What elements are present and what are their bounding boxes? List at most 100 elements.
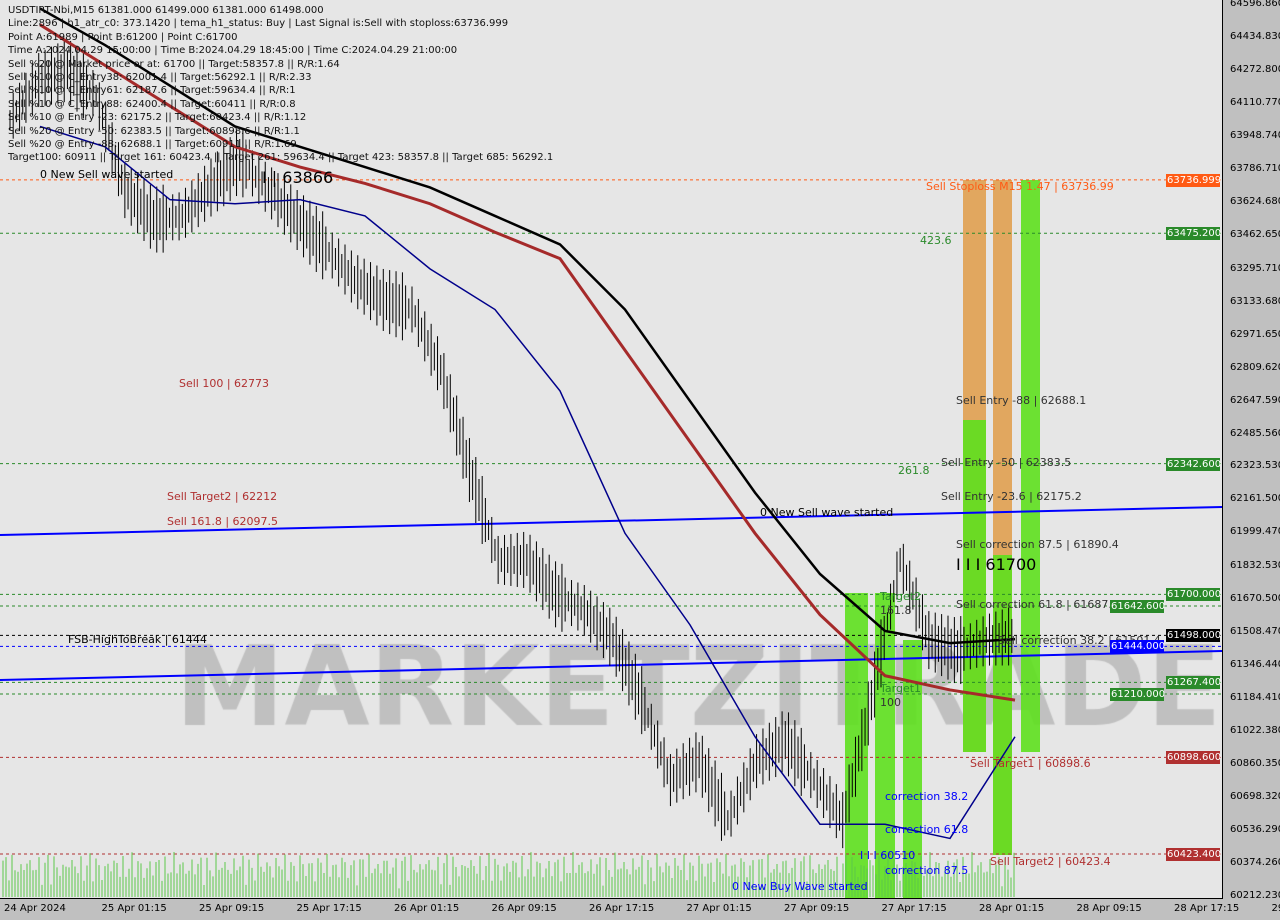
chart-annotation: Target2	[880, 590, 922, 603]
y-tick-label: 61508.470	[1230, 626, 1280, 638]
info-line: Sell %20 @ Entry -50: 62383.5 || Target:…	[8, 125, 300, 137]
info-line: USDTIRT-Nbi,M15 61381.000 61499.000 6138…	[8, 5, 324, 16]
x-tick-label: 27 Apr 09:15	[784, 903, 850, 914]
y-tick-label: 63295.710	[1230, 262, 1280, 274]
chart-annotation: Sell 161.8 | 62097.5	[167, 515, 279, 528]
chart-annotation: Sell Target2 | 60423.4	[990, 855, 1111, 868]
y-tick-label: 63624.680	[1230, 195, 1280, 207]
price-level-label: 61498.000	[1166, 629, 1222, 643]
chart-annotation: correction 38.2	[885, 790, 969, 803]
chart-annotation: 0 New Buy Wave started	[732, 880, 868, 893]
y-tick-label: 62809.620	[1230, 361, 1280, 373]
chart-annotation: Sell Entry -23.6 | 62175.2	[941, 490, 1082, 503]
x-tick-label: 25 Apr 17:15	[296, 903, 362, 914]
price-chart	[0, 7, 1222, 898]
info-line: Point A:61989 | Point B:61200 | Point C:…	[8, 31, 238, 43]
price-level-label: 60423.400	[1166, 848, 1222, 862]
y-tick-label: 63948.740	[1230, 129, 1280, 141]
info-line: Sell %10 @ C_Entry61: 62187.6 || Target:…	[8, 85, 296, 97]
chart-annotation: 0 New Sell wave started	[760, 506, 894, 519]
x-tick-label: 26 Apr 17:15	[589, 903, 655, 914]
chart-annotation: correction 61.8	[885, 823, 969, 836]
info-line: Sell %20 @ Entry -88: 62688.1 || Target:…	[8, 139, 297, 151]
y-tick-label: 61670.500	[1230, 593, 1280, 605]
info-line: Sell %20 @ Market price or at: 61700 || …	[8, 58, 340, 70]
trend-line-upper	[0, 506, 1222, 536]
y-tick-label: 60698.320	[1230, 791, 1280, 803]
chart-annotation: 100	[880, 696, 901, 709]
chart-annotation: Sell correction 61.8 | 61687.6	[956, 598, 1119, 611]
y-tick-label: 60374.260	[1230, 857, 1280, 869]
chart-annotation: I I I 60510	[860, 849, 916, 862]
price-level-label: 62342.600	[1166, 457, 1222, 471]
y-tick-label: 62647.590	[1230, 394, 1280, 406]
y-tick-label: 61832.530	[1230, 560, 1280, 572]
info-line: Sell %10 @ C_Entry88: 62400.4 || Target:…	[8, 98, 296, 110]
signal-zone	[903, 640, 922, 898]
info-panel: USDTIRT-Nbi,M15 61381.000 61499.000 6138…	[8, 4, 553, 165]
x-tick-label: 29 Apr 01:15	[1271, 903, 1280, 914]
price-level-label: 63475.200	[1166, 227, 1222, 241]
y-tick-label: 63133.680	[1230, 295, 1280, 307]
chart-annotation: Sell Stoploss M15 1.47 | 63736.99	[926, 180, 1114, 193]
x-tick-label: 26 Apr 09:15	[491, 903, 557, 914]
price-level-label: 61267.400	[1166, 676, 1222, 690]
y-tick-label: 64596.860	[1230, 0, 1280, 9]
x-tick-label: 26 Apr 01:15	[394, 903, 460, 914]
chart-annotation: Sell Entry -88 | 62688.1	[956, 394, 1087, 407]
chart-annotation: I I I 61700	[956, 555, 1037, 574]
y-tick-label: 61346.440	[1230, 659, 1280, 671]
chart-annotation: 423.6	[920, 234, 952, 247]
price-level-label: 60898.600	[1166, 751, 1222, 765]
x-tick-label: 28 Apr 17:15	[1174, 903, 1240, 914]
x-tick-label: 27 Apr 01:15	[686, 903, 752, 914]
y-tick-label: 64272.800	[1230, 63, 1280, 75]
x-tick-label: 24 Apr 2024	[4, 903, 66, 914]
chart-annotation: Sell correction 87.5 | 61890.4	[956, 538, 1119, 551]
signal-zone	[993, 555, 1012, 855]
wave-started-label: 0 New Sell wave started	[40, 168, 174, 181]
y-tick-label: 62971.650	[1230, 328, 1280, 340]
x-tick-label: 28 Apr 01:15	[979, 903, 1045, 914]
price-level-label: 61642.600	[1110, 600, 1166, 613]
y-tick-label: 63786.710	[1230, 162, 1280, 174]
chart-annotation: FSB-HighToBreak | 61444	[68, 633, 207, 646]
y-tick-label: 62323.530	[1230, 460, 1280, 472]
moving-average-blue	[39, 125, 1016, 840]
y-tick-label: 60860.350	[1230, 758, 1280, 770]
y-tick-label: 62485.560	[1230, 427, 1280, 439]
signal-zone	[963, 420, 986, 752]
x-tick-label: 27 Apr 17:15	[881, 903, 947, 914]
chart-annotation: 161.8	[880, 604, 912, 617]
x-tick-label: 28 Apr 09:15	[1076, 903, 1142, 914]
price-level-label: 61700.000	[1166, 588, 1222, 602]
y-tick-label: 64434.830	[1230, 30, 1280, 42]
chart-annotation: 261.8	[898, 464, 930, 477]
info-line: Time A:2024.04.29 15:00:00 | Time B:2024…	[8, 45, 458, 57]
info-line: Sell %10 @ Entry -23: 62175.2 || Target:…	[8, 112, 307, 124]
y-tick-label: 64110.770	[1230, 96, 1280, 108]
trend-line-lower	[0, 650, 1222, 681]
moving-average-black	[39, 7, 1016, 645]
info-line: Sell %10 @ C_Entry38: 62001.4 || Target:…	[8, 72, 312, 84]
chart-annotation: Sell Target1 | 60898.6	[970, 757, 1091, 770]
moving-average-red	[39, 23, 1016, 702]
chart-annotation: Sell Target2 | 62212	[167, 490, 278, 503]
price-level-label: 61444.000	[1110, 640, 1166, 654]
info-line: Target100: 60911 || Target 161: 60423.4 …	[8, 152, 554, 164]
y-tick-label: 60536.290	[1230, 824, 1280, 836]
signal-zone	[845, 593, 868, 898]
y-tick-label: 60212.230	[1230, 890, 1280, 901]
x-tick-label: 25 Apr 09:15	[199, 903, 265, 914]
chart-annotation: correction 87.5	[885, 864, 969, 877]
chart-annotation: Target1	[880, 682, 922, 695]
y-tick-label: 61022.380	[1230, 725, 1280, 737]
y-tick-label: 61184.410	[1230, 692, 1280, 704]
y-tick-label: 63462.650	[1230, 228, 1280, 240]
y-tick-label: 62161.500	[1230, 493, 1280, 505]
price-level-label: 61210.000	[1110, 688, 1166, 702]
chart-annotation: I | 63866	[262, 168, 334, 187]
info-line: Line:2896 | h1_atr_c0: 373.1420 | tema_h…	[8, 18, 509, 30]
price-level-label: 63736.999	[1166, 173, 1222, 187]
